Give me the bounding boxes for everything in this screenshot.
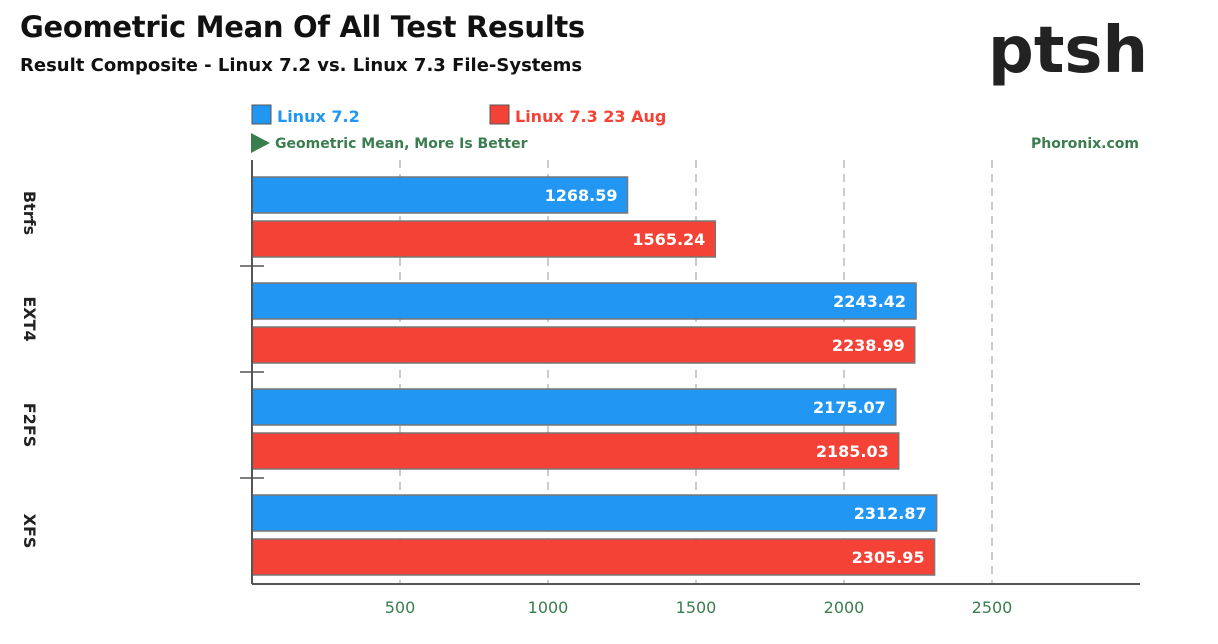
x-tick-label-1000: 1000 (528, 598, 569, 617)
x-tick-label-1500: 1500 (676, 598, 717, 617)
value-label-f2fs-series-2: 2185.03 (816, 442, 889, 461)
more-is-better-arrow-icon (251, 133, 270, 153)
logo-text: ptsh (988, 14, 1148, 88)
legend: Linux 7.2 Linux 7.3 23 Aug (251, 104, 666, 126)
value-label-ext4-series-1: 2243.42 (833, 292, 906, 311)
bars: 1268.59 1565.24 2243.42 2238.99 2175.07 2185.… (251, 176, 938, 576)
chart-subtitle: Result Composite - Linux 7.2 vs. Linux 7… (20, 55, 583, 76)
y-category-label-ext4: EXT4 (20, 296, 39, 341)
legend-label-2: Linux 7.3 23 Aug (515, 107, 666, 126)
x-tick-label-500: 500 (385, 598, 416, 617)
value-label-btrfs-series-1: 1268.59 (545, 186, 618, 205)
pts-logo: ptsh (988, 14, 1148, 88)
legend-swatch-1 (251, 104, 272, 125)
x-tick-label-2500: 2500 (972, 598, 1013, 617)
value-label-ext4-series-2: 2238.99 (832, 336, 905, 355)
legend-swatch-2 (489, 104, 510, 125)
bar-btrfs-series-1 (251, 176, 629, 214)
value-label-f2fs-series-1: 2175.07 (813, 398, 886, 417)
y-category-label-xfs: XFS (20, 514, 39, 549)
bar-f2fs-series-2 (251, 432, 900, 470)
legend-label-1: Linux 7.2 (277, 107, 360, 126)
x-tick-label-2000: 2000 (824, 598, 865, 617)
y-category-label-f2fs: F2FS (20, 403, 39, 448)
y-category-label-btrfs: Btrfs (20, 191, 39, 235)
value-label-xfs-series-2: 2305.95 (852, 548, 925, 567)
value-label-btrfs-series-2: 1565.24 (632, 230, 705, 249)
bar-ext4-series-1 (251, 282, 917, 320)
chart-note: Geometric Mean, More Is Better Phoronix.… (251, 133, 1139, 153)
bar-xfs-series-2 (251, 538, 936, 576)
value-label-xfs-series-1: 2312.87 (854, 504, 927, 523)
bar-xfs-series-1 (251, 494, 938, 532)
bar-ext4-series-2 (251, 326, 916, 364)
axes: Btrfs EXT4 F2FS XFS (20, 160, 1140, 585)
bar-f2fs-series-1 (251, 388, 897, 426)
chart-title: Geometric Mean Of All Test Results (20, 10, 585, 44)
site-credit: Phoronix.com (1031, 136, 1139, 152)
bar-btrfs-series-2 (251, 220, 717, 258)
note-text: Geometric Mean, More Is Better (275, 136, 528, 152)
